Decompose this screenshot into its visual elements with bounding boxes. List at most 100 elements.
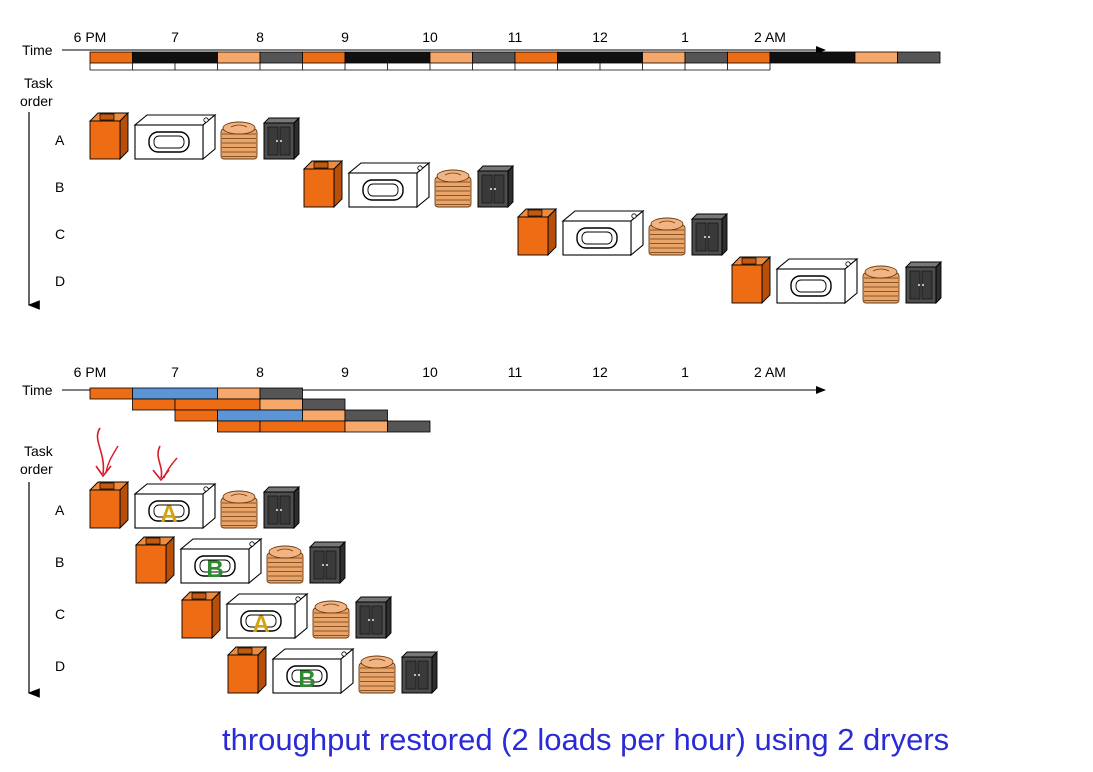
wardrobe-icon	[476, 164, 515, 209]
wardrobe-icon	[262, 485, 301, 530]
task-order-label-2: Task	[24, 443, 54, 459]
dryer-assignment-label: B	[298, 666, 315, 693]
wardrobe-icon	[690, 212, 729, 257]
time-tick-bottom-0: 6 PM	[74, 364, 107, 380]
bar-store-2	[684, 51, 728, 64]
pipelined-task-row-d: B	[226, 645, 439, 695]
pipe-store-1	[302, 398, 346, 411]
washer-icon	[302, 159, 344, 209]
folded-clothes-icon	[220, 121, 258, 160]
time-tick-2: 8	[256, 29, 264, 45]
time-tick-8: 2 AM	[754, 29, 786, 45]
task-order-label-2-line2: order	[20, 461, 53, 477]
time-tick-1: 7	[171, 29, 179, 45]
annotation-arrowhead-washer	[95, 465, 112, 478]
time-tick-3: 9	[341, 29, 349, 45]
sequential-timeline-bar	[89, 51, 941, 71]
task-label-b: B	[55, 179, 64, 195]
time-tick-bottom-5: 11	[508, 364, 523, 380]
time-tick-bottom-3: 9	[341, 364, 349, 380]
wardrobe-icon	[400, 650, 439, 695]
pipe-wash-3	[217, 420, 261, 433]
pipe-wash-2	[174, 409, 218, 422]
time-tick-4: 10	[422, 29, 438, 45]
wardrobe-icon	[904, 260, 943, 305]
dryer-icon	[775, 257, 859, 305]
pipelined-task-row-c: A	[180, 590, 393, 640]
task-icon-rows	[88, 111, 943, 305]
time-tick-bottom-4: 10	[422, 364, 438, 380]
annotation-arrow-dryer	[157, 445, 163, 479]
task-row-c	[516, 207, 729, 257]
dryer-icon: B	[179, 537, 263, 585]
pipe-dry-0	[132, 387, 218, 400]
task-row-a	[88, 111, 301, 161]
pipelined-task-row-a: A	[88, 480, 301, 530]
pipe-fold-2	[302, 409, 346, 422]
dryer-icon: A	[225, 592, 309, 640]
bar-wash-1	[302, 51, 346, 64]
annotation-arrows	[95, 427, 178, 482]
wardrobe-icon	[262, 116, 301, 161]
washer-icon	[730, 255, 772, 305]
bar-fold-1	[429, 51, 473, 64]
annotation-stroke-dryer	[163, 457, 178, 479]
folded-clothes-icon	[434, 169, 472, 208]
bar-dry-0	[132, 51, 218, 64]
washer-icon	[180, 590, 222, 640]
time-axis-label-2: Time	[22, 382, 53, 398]
sequential-laundry-diagram: Time 6 PM 7 8 9 10 11 12 1 2 AM Task order A B C D	[20, 29, 943, 310]
dryer-icon	[561, 209, 645, 257]
dryer-icon	[347, 161, 431, 209]
washer-icon	[88, 480, 130, 530]
washer-icon	[516, 207, 558, 257]
bar-fold-0	[217, 51, 261, 64]
dryer-icon: B	[271, 647, 355, 695]
annotation-stroke-washer	[105, 445, 119, 473]
pipe-wash-0	[89, 387, 133, 400]
time-tick-bottom-8: 2 AM	[754, 364, 786, 380]
pipelined-task-row-b: B	[134, 535, 347, 585]
task-label-a: A	[55, 132, 65, 148]
washer-icon	[88, 111, 130, 161]
pipe-wash-1	[132, 398, 176, 411]
pipelined-laundry-diagram: Time 6 PM 7 8 9 10 11 12 1 2 AM Task order ABCD …	[20, 364, 826, 698]
pipe-fold-1	[259, 398, 303, 411]
bar-fold-3	[854, 51, 898, 64]
time-tick-bottom-2: 8	[256, 364, 264, 380]
pipe-store-2	[344, 409, 388, 422]
pipe-store-0	[259, 387, 303, 400]
dryer-icon: A	[133, 482, 217, 530]
time-tick-7: 1	[681, 29, 689, 45]
folded-clothes-icon	[220, 490, 258, 529]
pipe-fold-0	[217, 387, 261, 400]
wardrobe-icon	[354, 595, 393, 640]
bar-store-0	[259, 51, 303, 64]
bar-dry-2	[557, 51, 643, 64]
bar-wash-2	[514, 51, 558, 64]
pipe-store-3	[387, 420, 431, 433]
bar-wash-3	[727, 51, 771, 64]
task-order-label: Task	[24, 75, 54, 91]
task-label-d: D	[55, 273, 65, 289]
bar-dry-3	[769, 51, 856, 64]
time-tick-5: 11	[508, 29, 523, 45]
task-label-c: C	[55, 226, 65, 242]
washer-icon	[226, 645, 268, 695]
task-row-b	[302, 159, 515, 209]
dryer-assignment-label: A	[252, 611, 269, 638]
dryer-assignment-label: A	[160, 501, 177, 528]
folded-clothes-icon	[358, 655, 396, 694]
time-tick-bottom-6: 12	[592, 364, 608, 380]
pipe-dry-3	[259, 420, 346, 433]
time-tick-bottom-7: 1	[681, 364, 689, 380]
washer-icon	[134, 535, 176, 585]
annotation-arrow-washer	[96, 427, 105, 475]
task-labels-2: A B C D	[55, 502, 65, 674]
bar-fold-2	[642, 51, 686, 64]
task-icon-rows-2: A B A B	[88, 480, 439, 695]
time-tick-6: 12	[592, 29, 608, 45]
dryer-assignment-label: B	[206, 556, 223, 583]
bar-wash-0	[89, 51, 133, 64]
